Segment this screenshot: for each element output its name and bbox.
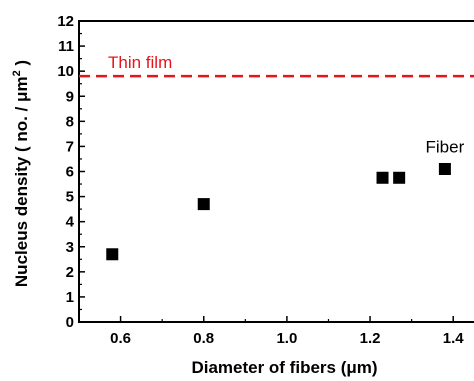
series-annotation-fiber: Fiber <box>426 137 465 156</box>
x-tick-label: 1.4 <box>443 330 465 347</box>
data-point <box>393 171 406 184</box>
y-tick-label: 1 <box>66 289 74 306</box>
y-tick-label: 7 <box>66 138 74 155</box>
x-tick-label: 1.0 <box>276 330 297 347</box>
y-tick-label: 8 <box>66 113 74 130</box>
y-tick-label: 5 <box>66 189 74 206</box>
x-tick-label: 0.6 <box>110 330 131 347</box>
y-tick-label: 0 <box>66 314 74 331</box>
thin-film-label: Thin film <box>108 53 172 72</box>
data-point <box>376 171 389 184</box>
y-tick-label: 11 <box>58 38 74 55</box>
x-tick-label: 0.8 <box>193 330 214 347</box>
x-tick-label: 1.2 <box>360 330 381 347</box>
y-axis-title-end: ) <box>12 60 31 70</box>
x-axis-title: Diameter of fibers (μm) <box>191 358 377 377</box>
data-point <box>106 248 119 261</box>
y-tick-label: 12 <box>57 13 74 30</box>
data-point <box>438 162 451 175</box>
y-tick-label: 9 <box>66 88 74 105</box>
y-axis-title-main: Nucleus density ( no. / μm <box>12 76 31 287</box>
y-tick-label: 6 <box>66 164 74 181</box>
data-point <box>197 198 210 211</box>
y-axis-title-superscript: 2 <box>11 70 23 76</box>
y-tick-label: 2 <box>66 264 74 281</box>
y-tick-label: 3 <box>66 239 74 256</box>
y-axis-title: Nucleus density ( no. / μm2 ) <box>11 60 31 287</box>
y-tick-label: 4 <box>66 214 75 231</box>
y-tick-label: 10 <box>57 63 74 80</box>
